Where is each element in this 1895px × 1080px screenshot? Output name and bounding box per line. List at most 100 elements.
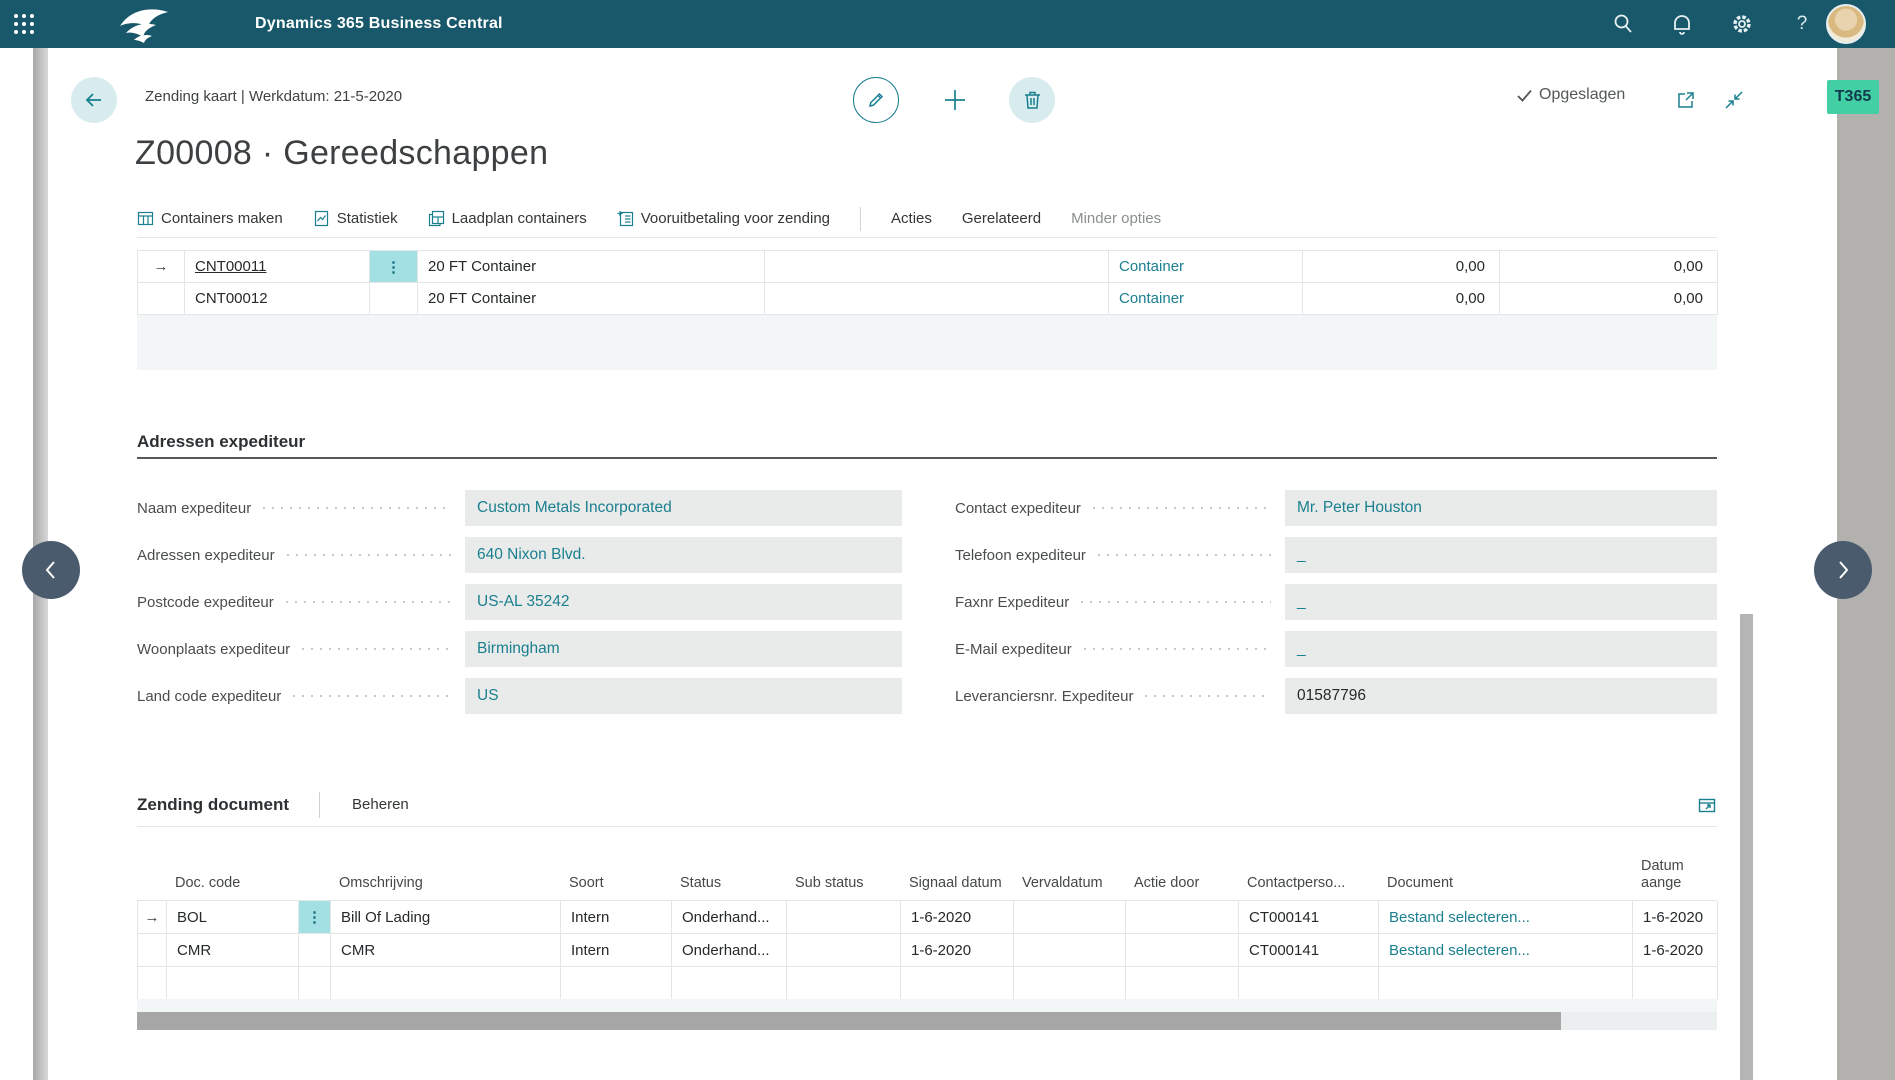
- container-value[interactable]: 0,00: [1500, 251, 1718, 283]
- row-options-icon[interactable]: ⋮: [299, 901, 331, 934]
- container-type-link[interactable]: Container: [1109, 251, 1303, 283]
- column-header[interactable]: Omschrijving: [339, 875, 423, 891]
- menu-acties[interactable]: Acties: [891, 210, 932, 227]
- column-header[interactable]: Vervaldatum: [1022, 875, 1103, 891]
- table-row[interactable]: CNT00012 20 FT Container Container 0,00 …: [137, 283, 1718, 315]
- vertical-scrollbar-thumb[interactable]: [1740, 614, 1753, 1080]
- container-code[interactable]: CNT00012: [185, 283, 370, 315]
- section-title[interactable]: Adressen expediteur: [137, 431, 306, 451]
- doc-select-file-link[interactable]: Bestand selecteren...: [1379, 901, 1633, 934]
- notifications-icon[interactable]: [1670, 12, 1694, 36]
- doc-description[interactable]: CMR: [331, 934, 561, 967]
- back-button[interactable]: [71, 77, 117, 123]
- field-value[interactable]: 01587796: [1285, 678, 1717, 714]
- doc-code[interactable]: CMR: [167, 934, 299, 967]
- table-row[interactable]: → CNT00011 ⋮ 20 FT Container Container 0…: [137, 251, 1718, 283]
- field-leveranciersnr-expediteur: Leveranciersnr. Expediteur 01587796: [955, 678, 1717, 714]
- container-value[interactable]: 0,00: [1500, 283, 1718, 315]
- horizontal-scrollbar[interactable]: [137, 1012, 1717, 1030]
- doc-description[interactable]: Bill Of Lading: [331, 901, 561, 934]
- doc-status[interactable]: Onderhand...: [672, 934, 787, 967]
- delete-button[interactable]: [1009, 77, 1055, 123]
- popout-window-icon[interactable]: [1676, 90, 1696, 110]
- doc-signal-date[interactable]: 1-6-2020: [901, 901, 1014, 934]
- table-row[interactable]: CMR CMR Intern Onderhand... 1-6-2020 CT0…: [137, 934, 1718, 967]
- field-value[interactable]: _: [1285, 584, 1717, 620]
- field-value[interactable]: 640 Nixon Blvd.: [465, 537, 902, 573]
- doc-select-file-link[interactable]: Bestand selecteren...: [1379, 934, 1633, 967]
- column-header[interactable]: Document: [1387, 875, 1454, 891]
- horizontal-scrollbar-thumb[interactable]: [137, 1012, 1561, 1030]
- doc-sub-status[interactable]: [787, 934, 901, 967]
- column-header[interactable]: Contactperso...: [1247, 875, 1346, 891]
- action-bar: Containers maken Statistiek Laadplan con…: [137, 200, 1717, 238]
- doc-type[interactable]: Intern: [561, 934, 672, 967]
- doc-due-date[interactable]: [1014, 901, 1126, 934]
- menu-minder-opties[interactable]: Minder opties: [1071, 210, 1162, 227]
- row-options-icon[interactable]: ⋮: [370, 251, 418, 283]
- doc-type[interactable]: Intern: [561, 901, 672, 934]
- section-popout-icon[interactable]: [1697, 795, 1717, 815]
- doc-contact[interactable]: CT000141: [1239, 901, 1379, 934]
- empty-cell[interactable]: [765, 283, 1109, 315]
- menu-beheren[interactable]: Beheren: [352, 796, 409, 813]
- doc-code[interactable]: BOL: [167, 901, 299, 934]
- doc-date-created[interactable]: 1-6-2020: [1633, 901, 1718, 934]
- field-value[interactable]: US-AL 35242: [465, 584, 902, 620]
- action-containers-maken[interactable]: Containers maken: [137, 210, 283, 227]
- waffle-menu-icon[interactable]: [12, 12, 36, 36]
- search-icon[interactable]: [1611, 12, 1635, 36]
- doc-action-by[interactable]: [1126, 934, 1239, 967]
- column-header[interactable]: Sub status: [795, 875, 864, 891]
- field-value[interactable]: Mr. Peter Houston: [1285, 490, 1717, 526]
- section-separator: [319, 791, 321, 818]
- edit-button[interactable]: [853, 77, 899, 123]
- menu-gerelateerd[interactable]: Gerelateerd: [961, 210, 1042, 227]
- doc-signal-date[interactable]: 1-6-2020: [901, 934, 1014, 967]
- doc-sub-status[interactable]: [787, 901, 901, 934]
- field-value[interactable]: Custom Metals Incorporated: [465, 490, 902, 526]
- column-header[interactable]: Datum aange: [1641, 858, 1684, 891]
- table-row[interactable]: → BOL ⋮ Bill Of Lading Intern Onderhand.…: [137, 901, 1718, 934]
- plus-icon: [945, 90, 965, 110]
- container-code-link[interactable]: CNT00011: [195, 258, 267, 275]
- field-value[interactable]: _: [1285, 631, 1717, 667]
- container-description[interactable]: 20 FT Container: [418, 251, 765, 283]
- doc-due-date[interactable]: [1014, 934, 1126, 967]
- collapse-icon[interactable]: [1724, 90, 1744, 110]
- section-title[interactable]: Zending document: [137, 794, 290, 814]
- field-value[interactable]: _: [1285, 537, 1717, 573]
- column-header[interactable]: Status: [680, 875, 722, 891]
- company-logo-icon[interactable]: [116, 6, 172, 44]
- dotted-leader: [302, 648, 451, 650]
- field-landcode-expediteur: Land code expediteur US: [137, 678, 902, 714]
- action-laadplan-containers[interactable]: Laadplan containers: [428, 210, 587, 227]
- column-header[interactable]: Actie door: [1134, 875, 1200, 891]
- nav-next-record-button[interactable]: [1814, 541, 1872, 599]
- user-avatar[interactable]: [1826, 4, 1866, 44]
- action-vooruitbetaling[interactable]: Vooruitbetaling voor zending: [617, 210, 830, 227]
- dotted-leader: [1145, 695, 1271, 697]
- field-value[interactable]: US: [465, 678, 902, 714]
- container-description[interactable]: 20 FT Container: [418, 283, 765, 315]
- saved-check-icon: [1517, 89, 1532, 102]
- table-row-empty[interactable]: [137, 967, 1718, 1000]
- doc-status[interactable]: Onderhand...: [672, 901, 787, 934]
- action-statistiek[interactable]: Statistiek: [313, 210, 398, 227]
- container-value[interactable]: 0,00: [1303, 251, 1500, 283]
- doc-contact[interactable]: CT000141: [1239, 934, 1379, 967]
- settings-icon[interactable]: [1730, 12, 1754, 36]
- field-value[interactable]: Birmingham: [465, 631, 902, 667]
- empty-cell[interactable]: [765, 251, 1109, 283]
- column-header[interactable]: Signaal datum: [909, 875, 1002, 891]
- doc-action-by[interactable]: [1126, 901, 1239, 934]
- container-value[interactable]: 0,00: [1303, 283, 1500, 315]
- column-header[interactable]: Soort: [569, 875, 604, 891]
- doc-date-created[interactable]: 1-6-2020: [1633, 934, 1718, 967]
- add-button[interactable]: [932, 77, 978, 123]
- help-icon[interactable]: ?: [1796, 13, 1808, 34]
- container-type-link[interactable]: Container: [1109, 283, 1303, 315]
- field-naam-expediteur: Naam expediteur Custom Metals Incorporat…: [137, 490, 902, 526]
- column-header[interactable]: Doc. code: [175, 875, 241, 891]
- nav-previous-record-button[interactable]: [22, 541, 80, 599]
